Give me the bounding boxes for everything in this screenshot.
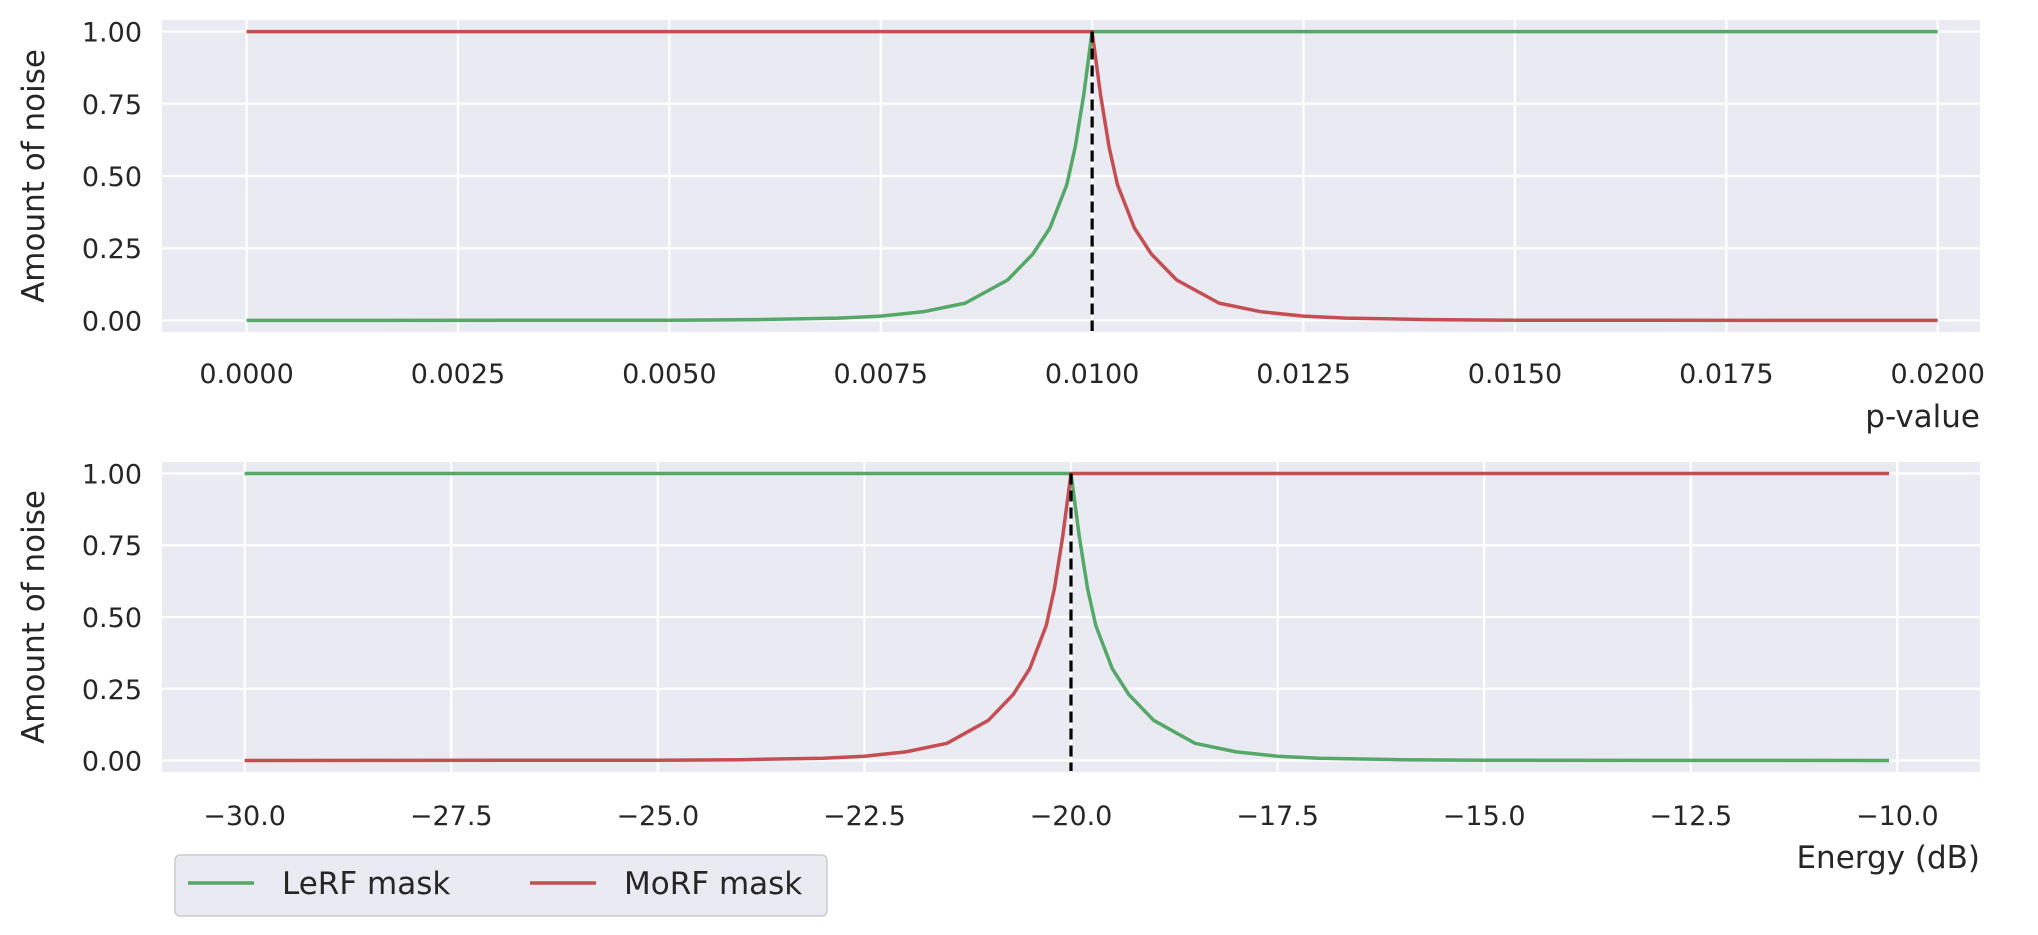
x-tick-label: 0.0000 [199,359,293,390]
x-tick-label: −12.5 [1649,801,1732,832]
x-tick-label: −27.5 [410,801,493,832]
x-tick-label: 0.0150 [1468,359,1562,390]
legend: LeRF mask MoRF mask [174,854,828,917]
series-line-lerf-mask [244,471,1890,763]
y-tick-label: 0.50 [82,162,142,193]
y-tick-label: 0.75 [82,90,142,121]
y-axis-label: Amount of noise [16,490,52,744]
series-line-morf-mask [244,471,1890,763]
chart-pvalue: 0.0000 0.0025 0.0050 0.0075 0.0100 0.0125 0.01… [16,18,1985,435]
x-tick-label: 0.0025 [411,359,505,390]
y-tick-label: 0.00 [82,306,142,337]
y-tick-label: 0.00 [82,747,142,778]
x-tick-label: 0.0200 [1890,359,1984,390]
x-tick-label: −10.0 [1856,801,1939,832]
y-tick-label: 1.00 [82,18,142,49]
x-tick-label: 0.0125 [1256,359,1350,390]
y-tick-label: 0.25 [82,675,142,706]
x-axis-label: Energy (dB) [1796,840,1980,876]
x-tick-label: −25.0 [616,801,699,832]
y-axis-label: Amount of noise [16,49,52,303]
x-tick-label: −15.0 [1443,801,1526,832]
legend-label-morf-mask: MoRF mask [624,866,802,902]
x-tick-label: −17.5 [1236,801,1319,832]
y-tick-label: 0.25 [82,234,142,265]
legend-label-lerf-mask: LeRF mask [282,866,450,902]
series-line-lerf-mask [246,29,1938,323]
x-tick-label: 0.0075 [834,359,928,390]
x-tick-label: 0.0100 [1045,359,1139,390]
y-tick-label: 1.00 [82,459,142,490]
y-tick-label: 0.50 [82,603,142,634]
x-tick-label: −30.0 [203,801,286,832]
x-tick-label: 0.0050 [622,359,716,390]
legend-frame [174,854,828,917]
x-axis-label: p-value [1865,399,1980,435]
x-tick-label: 0.0175 [1679,359,1773,390]
series-line-morf-mask [246,29,1938,323]
x-tick-label: −20.0 [1030,801,1113,832]
x-tick-label: −22.5 [823,801,906,832]
y-tick-label: 0.75 [82,531,142,562]
chart-energy: −30.0 −27.5 −25.0 −22.5 −20.0 −17.5 −15.0 −12.5… [16,459,1980,876]
